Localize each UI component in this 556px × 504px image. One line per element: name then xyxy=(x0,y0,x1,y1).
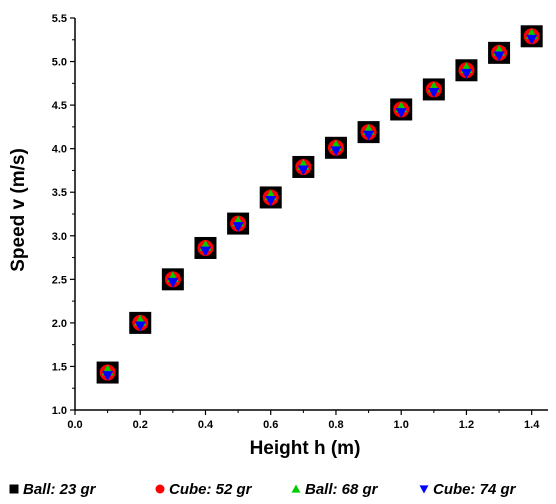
data-point xyxy=(167,277,179,288)
y-tick-label: 5.0 xyxy=(52,57,67,69)
data-point xyxy=(493,51,505,62)
data-point xyxy=(526,34,538,45)
y-tick-label: 5.5 xyxy=(52,13,67,25)
data-point xyxy=(102,371,114,382)
y-axis-ticks: 1.0 1.5 2.0 2.5 3.0 3.5 4.0 4.5 5.0 5.5 xyxy=(52,13,75,417)
y-tick-label: 1.5 xyxy=(52,361,67,373)
data-point xyxy=(134,321,146,332)
legend-marker xyxy=(155,484,165,494)
legend-marker xyxy=(291,484,301,493)
data-point xyxy=(199,246,211,257)
legend: Ball: 23 gr Cube: 52 gr Ball: 68 gr Cube: 7… xyxy=(9,481,517,498)
x-axis-ticks: 0.0 0.2 0.4 0.6 0.8 1.0 1.2 1.4 xyxy=(67,410,540,431)
x-tick-label: 0.0 xyxy=(67,419,82,431)
data-point xyxy=(395,108,407,118)
legend-item: Ball: 23 gr xyxy=(9,481,97,498)
y-tick-label: 3.0 xyxy=(52,231,67,243)
data-point xyxy=(428,88,440,98)
y-tick-label: 3.5 xyxy=(52,187,67,199)
legend-marker xyxy=(419,485,429,494)
data-point xyxy=(232,222,244,233)
data-point xyxy=(265,196,277,206)
y-axis-title: Speed v (m/s) xyxy=(8,148,29,272)
series-4 xyxy=(102,34,538,382)
data-point xyxy=(460,68,472,79)
legend-label: Cube: 52 gr xyxy=(169,481,253,498)
legend-item: Cube: 74 gr xyxy=(419,481,517,498)
x-tick-label: 0.2 xyxy=(133,419,148,431)
x-tick-label: 1.4 xyxy=(524,419,540,431)
data-point xyxy=(363,130,375,141)
legend-item: Ball: 68 gr xyxy=(291,481,379,498)
x-axis-title: Height h (m) xyxy=(250,438,361,459)
legend-label: Cube: 74 gr xyxy=(433,481,517,498)
data-points xyxy=(96,25,543,384)
y-tick-label: 4.0 xyxy=(52,144,67,156)
data-point xyxy=(330,146,342,157)
y-tick-label: 4.5 xyxy=(52,100,67,112)
x-tick-label: 0.6 xyxy=(263,419,278,431)
legend-label: Ball: 23 gr xyxy=(23,481,97,498)
data-point xyxy=(297,165,309,176)
series-1 xyxy=(96,25,543,384)
legend-item: Cube: 52 gr xyxy=(155,481,253,498)
x-tick-label: 0.8 xyxy=(328,419,343,431)
x-tick-label: 0.4 xyxy=(198,419,214,431)
x-tick-label: 1.2 xyxy=(459,419,474,431)
x-tick-label: 1.0 xyxy=(394,419,409,431)
y-tick-label: 1.0 xyxy=(52,405,67,417)
y-tick-label: 2.0 xyxy=(52,318,67,330)
legend-label: Ball: 68 gr xyxy=(305,481,379,498)
y-tick-label: 2.5 xyxy=(52,274,67,286)
legend-marker xyxy=(9,484,19,494)
